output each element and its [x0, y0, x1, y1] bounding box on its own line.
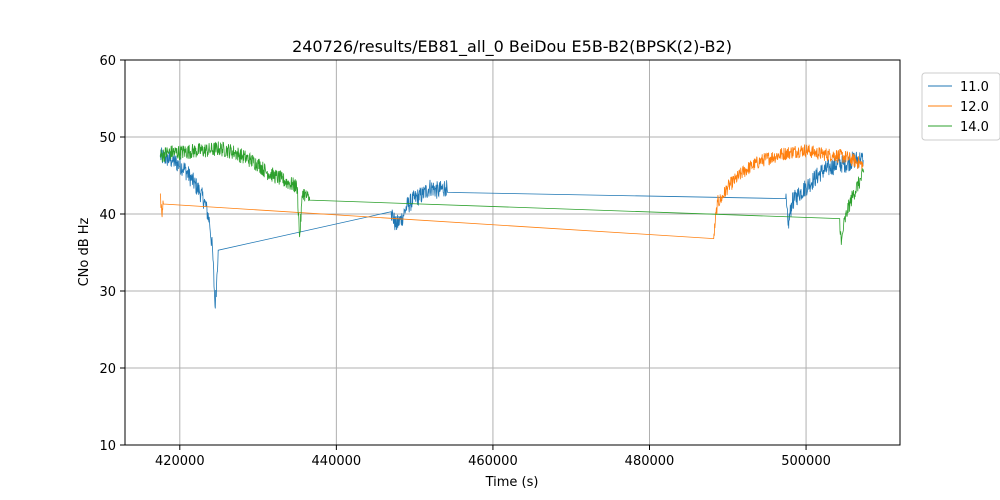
y-tick-label: 30	[99, 285, 116, 300]
series-line-11.0	[159, 147, 864, 309]
chart-title: 240726/results/EB81_all_0 BeiDou E5B-B2(…	[292, 37, 732, 57]
plot-frame	[124, 59, 901, 446]
legend-label-14.0: 14.0	[960, 120, 989, 135]
series-line-14.0	[159, 141, 865, 245]
y-tick-label: 20	[99, 362, 116, 377]
x-axis-label: Time (s)	[485, 475, 539, 490]
legend-box	[921, 72, 1000, 141]
x-tick-label: 460000	[468, 454, 518, 469]
legend-label-12.0: 12.0	[960, 100, 989, 115]
y-tick-label: 60	[99, 54, 116, 69]
x-tick-label: 500000	[781, 454, 831, 469]
y-tick-label: 50	[99, 131, 116, 146]
x-tick-label: 440000	[312, 454, 362, 469]
y-tick-label: 10	[99, 439, 116, 454]
x-tick-label: 420000	[155, 454, 205, 469]
y-axis-label: CNo dB Hz	[77, 217, 92, 286]
series-line-12.0	[159, 144, 864, 240]
y-tick-label: 40	[99, 208, 116, 223]
legend-label-11.0: 11.0	[960, 80, 989, 95]
x-tick-label: 480000	[625, 454, 675, 469]
